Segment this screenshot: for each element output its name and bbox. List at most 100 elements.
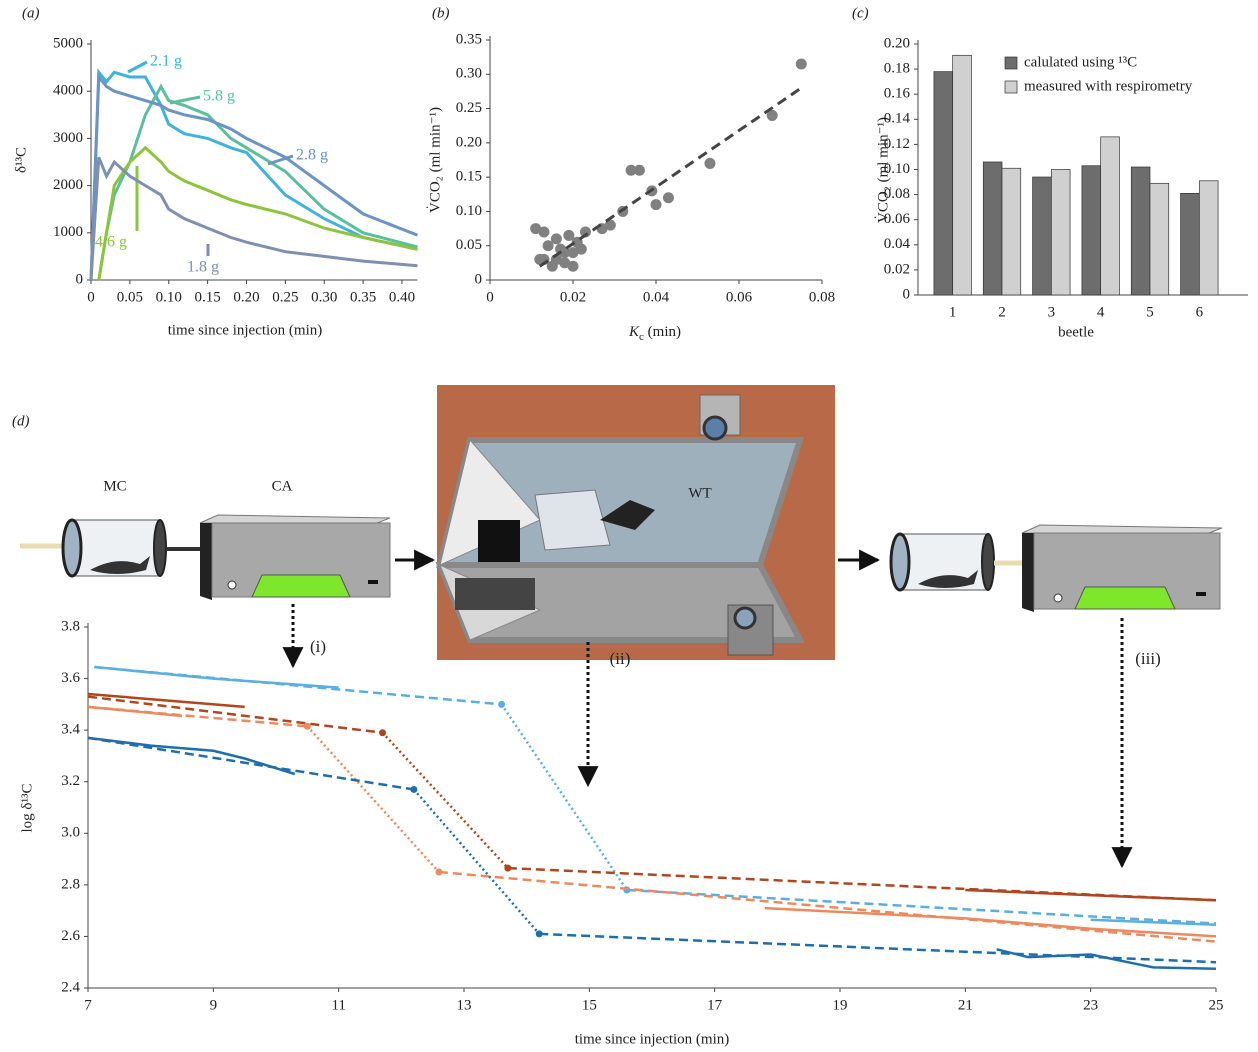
x-tick-label: 1 — [949, 304, 957, 320]
data-line — [94, 667, 1216, 925]
breakpoint — [379, 729, 386, 736]
series-label: 5.8 g — [203, 88, 235, 105]
breakpoint — [498, 701, 505, 708]
bar — [1051, 170, 1070, 296]
x-tick-label: 0.40 — [389, 289, 415, 305]
y-tick-label: 0.04 — [884, 236, 911, 252]
y-tick-label: 0.16 — [884, 86, 911, 102]
breakpoint — [504, 865, 511, 872]
y-tick-label: 3000 — [53, 130, 83, 146]
y-tick-label: 2.6 — [61, 928, 80, 944]
y-tick-label: 0.18 — [884, 61, 910, 77]
panel-label: (d) — [12, 413, 30, 429]
x-tick-label: 0.10 — [156, 289, 182, 305]
point — [663, 192, 674, 203]
label-mc: MC — [103, 478, 126, 494]
bar — [953, 55, 972, 295]
series-label: 2.8 g — [296, 147, 328, 164]
data-line — [88, 697, 1216, 901]
step-label: (ii) — [610, 649, 631, 668]
y-tick-label: 3.6 — [61, 670, 80, 686]
y-tick-label: 0.30 — [456, 66, 482, 82]
point — [568, 261, 579, 272]
x-tick-label: 0.05 — [117, 289, 143, 305]
y-tick-label: 0.02 — [884, 261, 910, 277]
bar — [934, 72, 953, 295]
x-tick-label: 0.30 — [311, 289, 337, 305]
y-tick-label: 3.0 — [61, 825, 80, 841]
breakpoint — [536, 930, 543, 937]
bar — [1199, 181, 1218, 295]
x-tick-label: 21 — [958, 997, 973, 1013]
point — [538, 227, 549, 238]
data-line — [88, 707, 1216, 942]
x-axis-label: time since injection (min) — [575, 1031, 730, 1047]
x-tick-label: 0.04 — [643, 289, 670, 305]
x-tick-label: 0.06 — [726, 289, 753, 305]
y-axis-label: δ¹³C — [13, 147, 29, 173]
x-tick-label: 0.15 — [194, 289, 220, 305]
y-tick-label: 0.10 — [456, 203, 482, 219]
x-tick-label: 2 — [998, 304, 1006, 320]
y-tick-label: 3.2 — [61, 773, 80, 789]
series-label: 2.1 g — [150, 53, 182, 70]
bar — [1131, 167, 1150, 295]
y-tick-label: 5000 — [53, 35, 83, 51]
data-line — [99, 87, 418, 281]
label-ca: CA — [272, 478, 293, 494]
legend-label: measured with respirometry — [1024, 78, 1193, 94]
x-tick-label: 0 — [87, 289, 95, 305]
figure: MC CA WT (i) (ii) (iii) (a)0100020003000… — [0, 0, 1258, 1052]
data-line — [88, 694, 1216, 900]
x-tick-label: 23 — [1083, 997, 1098, 1013]
y-tick-label: 4000 — [53, 83, 83, 99]
y-tick-label: 0.25 — [456, 100, 482, 116]
data-line — [383, 733, 508, 868]
x-tick-label: 13 — [457, 997, 472, 1013]
x-tick-label: 0.35 — [350, 289, 376, 305]
y-axis-label: V̇CO₂ (ml min⁻¹) — [875, 117, 892, 223]
legend-swatch — [1005, 81, 1017, 93]
y-tick-label: 0 — [903, 286, 911, 302]
x-tick-label: 19 — [833, 997, 848, 1013]
series-label: 1.8 g — [187, 259, 219, 276]
data-line — [91, 72, 418, 280]
y-tick-label: 0 — [76, 271, 84, 287]
x-axis-label: beetle — [1058, 324, 1094, 340]
breakpoint — [435, 868, 442, 875]
x-tick-label: 7 — [84, 997, 92, 1013]
y-tick-label: 2000 — [53, 177, 83, 193]
bar — [1181, 193, 1200, 295]
y-axis-label: log δ¹³C — [19, 784, 35, 833]
legend-label: calulated using ¹³C — [1024, 54, 1137, 70]
label-arrow — [128, 62, 147, 72]
x-tick-label: 3 — [1048, 304, 1056, 320]
bar — [983, 162, 1002, 295]
x-tick-label: 9 — [210, 997, 218, 1013]
y-tick-label: 2.4 — [61, 979, 80, 995]
point — [796, 59, 807, 70]
data-line — [94, 667, 1216, 924]
y-tick-label: 0.15 — [456, 169, 482, 185]
panel-label: (b) — [432, 5, 450, 21]
series-label: 4.6 g — [95, 234, 127, 251]
y-axis-label: V̇CO₂ (ml min⁻¹) — [427, 107, 444, 213]
label-wt: WT — [688, 485, 711, 501]
x-tick-label: 6 — [1196, 304, 1204, 320]
x-tick-label: 0.08 — [809, 289, 835, 305]
bar — [1033, 177, 1052, 295]
data-line — [88, 738, 1216, 962]
point — [704, 158, 715, 169]
step-label: (iii) — [1135, 649, 1161, 668]
bar — [1002, 168, 1021, 295]
data-line — [88, 707, 1216, 937]
point — [651, 199, 662, 210]
y-tick-label: 0.20 — [884, 35, 910, 51]
y-tick-label: 0.20 — [456, 134, 482, 150]
x-tick-label: 25 — [1209, 997, 1224, 1013]
y-tick-label: 3.4 — [61, 722, 80, 738]
x-tick-label: 0.02 — [560, 289, 586, 305]
legend-swatch — [1005, 57, 1017, 69]
x-axis-label: time since injection (min) — [168, 322, 323, 338]
point — [634, 165, 645, 176]
